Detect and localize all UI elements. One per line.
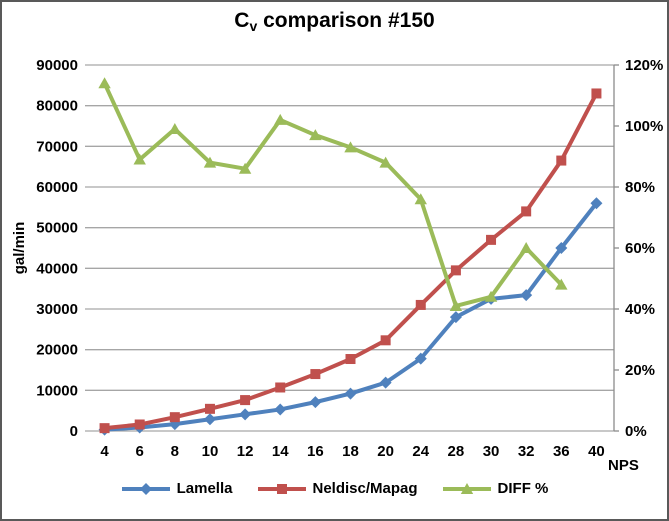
series-marker-neldisc-mapag	[204, 403, 215, 414]
y-axis-tick-label: 90000	[36, 57, 78, 74]
x-axis-tick-label: 24	[412, 443, 429, 460]
y-axis-tick-label: 40000	[36, 260, 78, 277]
series-marker-lamella	[379, 376, 392, 389]
x-axis-title: NPS	[608, 457, 639, 474]
x-axis-tick-label: 18	[342, 443, 359, 460]
series-marker-lamella	[555, 242, 568, 254]
series-marker-diff	[344, 141, 357, 153]
series-marker-diff	[379, 156, 392, 168]
x-axis-tick-label: 16	[307, 443, 324, 460]
series-marker-lamella	[274, 403, 287, 416]
series-marker-neldisc-mapag	[415, 299, 426, 310]
series-marker-neldisc-mapag	[134, 419, 145, 430]
x-axis-tick-label: 30	[483, 443, 500, 460]
series-marker-diff	[414, 193, 427, 205]
chart-title-prefix: C	[234, 9, 250, 32]
series-marker-lamella	[590, 197, 603, 210]
series-marker-neldisc-mapag	[169, 412, 180, 423]
series-marker-neldisc-mapag	[521, 206, 532, 217]
legend-marker-diff-icon	[442, 482, 492, 496]
y-axis-tick-label: 0	[70, 423, 78, 440]
x-axis-tick-label: 8	[171, 443, 179, 460]
series-marker-diff	[449, 299, 463, 311]
series-marker-lamella	[344, 387, 357, 400]
series-marker-lamella	[309, 396, 322, 409]
series-marker-lamella	[520, 289, 533, 302]
series-marker-diff	[555, 278, 568, 290]
series-marker-diff	[98, 77, 111, 89]
series-marker-diff	[274, 113, 287, 125]
y-axis-tick-label: 80000	[36, 98, 78, 115]
x-axis-tick-label: 14	[272, 443, 289, 460]
legend-label-lamella: Lamella	[176, 480, 233, 497]
x-axis-tick-label: 28	[448, 443, 465, 460]
y2-axis-tick-label: 120%	[625, 57, 663, 74]
series-line-diff	[102, 82, 563, 308]
y-axis-tick-label: 30000	[36, 301, 78, 318]
series-marker-diff	[484, 290, 498, 302]
legend-marker-neldisc-mapag-icon	[257, 482, 307, 496]
series-marker-neldisc-mapag	[99, 423, 110, 434]
series-marker-neldisc-mapag	[486, 234, 497, 245]
series-marker-diff	[203, 156, 217, 168]
legend-swatch-diff	[442, 482, 491, 494]
y-axis-tick-label: 10000	[36, 382, 78, 399]
y-axis-title: gal/min	[11, 221, 28, 275]
series-marker-lamella	[414, 352, 427, 365]
series-marker-diff	[309, 129, 322, 141]
chart-title-suffix: comparison #150	[257, 9, 435, 32]
x-axis-tick-label: 32	[518, 443, 535, 460]
legend-marker-lamella-icon	[121, 482, 171, 496]
series-marker-neldisc-mapag	[556, 155, 567, 166]
chart-title: Cv comparison #150	[2, 9, 667, 34]
legend-marker-shape-neldisc-mapag	[276, 483, 287, 494]
y2-axis-tick-label: 20%	[625, 362, 655, 379]
legend-label-neldisc-mapag: Neldisc/Mapag	[312, 480, 418, 497]
x-axis-tick-label: 40	[588, 443, 605, 460]
series-marker-neldisc-mapag	[591, 88, 602, 99]
series-marker-lamella	[239, 408, 252, 421]
y-axis-tick-label: 60000	[36, 179, 78, 196]
legend-marker-shape-lamella	[139, 482, 152, 495]
x-axis-tick-label: 4	[100, 443, 109, 460]
legend-item-lamella: Lamella	[121, 480, 233, 497]
x-axis-tick-label: 10	[202, 443, 219, 460]
legend-item-neldisc-mapag: Neldisc/Mapag	[257, 480, 418, 497]
series-marker-lamella	[203, 413, 216, 426]
y-axis-tick-label: 70000	[36, 138, 78, 155]
series-marker-diff	[519, 242, 533, 253]
x-axis-tick-label: 12	[237, 443, 254, 460]
series-marker-lamella	[449, 311, 462, 324]
y2-axis-tick-label: 40%	[625, 301, 655, 318]
legend: Lamella Neldisc/Mapag DIFF %	[2, 480, 667, 497]
legend-item-diff: DIFF %	[442, 480, 549, 497]
series-marker-neldisc-mapag	[240, 395, 251, 406]
y2-axis-tick-label: 100%	[625, 118, 663, 135]
series-marker-diff	[238, 162, 252, 174]
series-marker-diff	[133, 153, 146, 165]
y-axis-tick-label: 20000	[36, 342, 78, 359]
series-marker-neldisc-mapag	[380, 335, 391, 346]
y-axis-tick-label: 50000	[36, 220, 78, 237]
x-axis-tick-label: 20	[377, 443, 394, 460]
series-marker-diff	[168, 123, 182, 135]
legend-marker-shape-diff	[460, 482, 473, 494]
legend-label-diff: DIFF %	[497, 480, 549, 497]
y2-axis-tick-label: 0%	[625, 423, 647, 440]
chart-title-subscript: v	[249, 18, 258, 34]
y2-axis-tick-label: 60%	[625, 240, 655, 257]
x-axis-tick-label: 6	[136, 443, 144, 460]
series-marker-neldisc-mapag	[310, 369, 321, 380]
legend-swatch-lamella	[121, 482, 170, 495]
series-marker-neldisc-mapag	[345, 354, 356, 365]
legend-swatch-neldisc-mapag	[257, 483, 306, 494]
x-axis-tick-label: 36	[553, 443, 570, 460]
series-marker-neldisc-mapag	[450, 265, 461, 276]
series-marker-neldisc-mapag	[275, 382, 286, 393]
y2-axis-tick-label: 80%	[625, 179, 655, 196]
